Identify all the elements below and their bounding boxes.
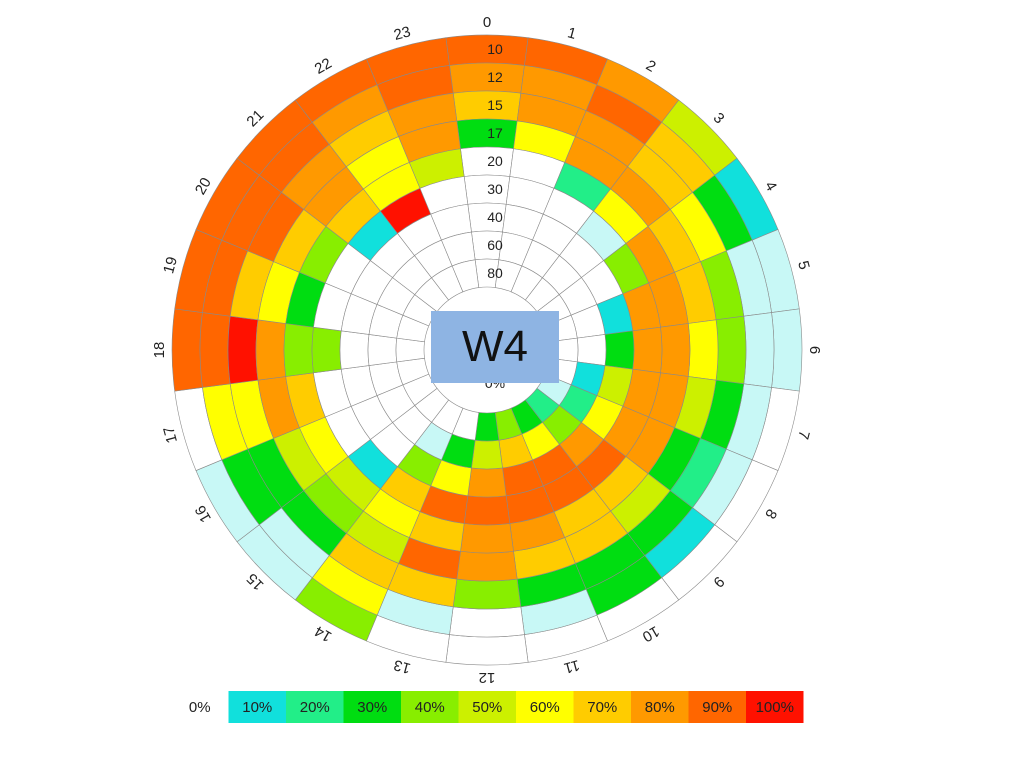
heatmap-cell: [171, 308, 203, 392]
hour-label: 22: [312, 55, 335, 78]
legend-swatch: [228, 691, 286, 723]
chart-title: W4: [431, 311, 559, 383]
ring-label: 12: [487, 69, 503, 85]
heatmap-cell: [743, 312, 775, 388]
legend-swatch: [746, 691, 804, 723]
heatmap-cell: [467, 467, 507, 498]
hour-label: 7: [794, 429, 813, 441]
legend-swatch: [171, 691, 229, 723]
hour-label: 10: [639, 622, 662, 645]
ring-label: 10: [487, 41, 503, 57]
legend-swatch: [401, 691, 459, 723]
legend-swatch: [343, 691, 401, 723]
heatmap-cell: [456, 550, 518, 582]
ring-label: 60: [487, 237, 503, 253]
legend-label: 60%: [530, 699, 560, 716]
hour-label: 1: [566, 24, 578, 43]
hour-label: 2: [643, 57, 659, 76]
legend-label: 80%: [645, 699, 675, 716]
heatmap-cell: [255, 319, 287, 381]
heatmap-cell: [474, 412, 500, 442]
legend-label: 30%: [357, 699, 387, 716]
legend-swatch: [573, 691, 631, 723]
legend-label: 0%: [189, 699, 211, 716]
hour-label: 9: [710, 573, 728, 591]
hour-label: 12: [479, 669, 496, 686]
heatmap-cell: [463, 495, 511, 526]
ring-label: 80: [487, 265, 503, 281]
legend-label: 50%: [472, 699, 502, 716]
legend-swatch: [631, 691, 689, 723]
hour-label: 8: [761, 506, 780, 522]
hour-label: 15: [243, 570, 267, 594]
legend: 0% 10% 20% 30% 40% 50% 60% 70% 80% 90% 100%: [171, 691, 804, 723]
hour-label: 18: [151, 342, 168, 359]
heatmap-cell: [445, 634, 529, 666]
hour-label: 5: [794, 259, 813, 271]
heatmap-cell: [632, 326, 663, 374]
heatmap-cell: [367, 334, 398, 366]
legend-swatch: [286, 691, 344, 723]
heatmap-cell: [199, 312, 231, 388]
ring-label: 30: [487, 181, 503, 197]
hour-label: 14: [312, 622, 335, 645]
legend-swatch: [688, 691, 746, 723]
ring-label: 20: [487, 153, 503, 169]
heatmap-cell: [576, 334, 607, 366]
legend-label: 90%: [702, 699, 732, 716]
heatmap-cell: [660, 323, 691, 377]
heatmap-cell: [452, 578, 522, 610]
heatmap-cell: [451, 259, 480, 293]
hour-label: 19: [160, 255, 181, 276]
heatmap-cell: [771, 308, 803, 392]
heatmap-cell: [449, 606, 525, 638]
ring-label: 40: [487, 209, 503, 225]
heatmap-cell: [283, 323, 314, 377]
ring-label: 17: [487, 125, 503, 141]
hour-label: 21: [243, 106, 267, 130]
hour-label: 3: [710, 109, 728, 127]
hour-label: 0: [483, 14, 491, 31]
legend-label: 40%: [415, 699, 445, 716]
legend-swatch: [516, 691, 574, 723]
hour-label: 11: [562, 656, 581, 676]
hour-label: 16: [192, 502, 215, 525]
hour-label: 13: [392, 656, 413, 677]
heatmap-cell: [395, 337, 425, 363]
heatmap-cell: [687, 319, 719, 381]
heatmap-cell: [339, 330, 370, 370]
heatmap-cell: [604, 330, 635, 370]
legend-label: 20%: [300, 699, 330, 716]
legend-label: 10%: [242, 699, 272, 716]
hour-label: 17: [160, 425, 181, 446]
heatmap-cell: [227, 315, 259, 385]
hour-label: 6: [806, 346, 823, 354]
legend-label: 100%: [756, 699, 794, 716]
heatmap-cell: [311, 326, 342, 374]
legend-label: 70%: [587, 699, 617, 716]
hour-label: 23: [392, 23, 413, 44]
heatmap-cell: [460, 523, 514, 554]
heatmap-cell: [715, 315, 747, 385]
legend-swatch: [458, 691, 516, 723]
heatmap-cell: [471, 439, 503, 470]
hour-label: 4: [761, 178, 780, 194]
hour-label: 20: [192, 175, 215, 198]
ring-label: 15: [487, 97, 503, 113]
